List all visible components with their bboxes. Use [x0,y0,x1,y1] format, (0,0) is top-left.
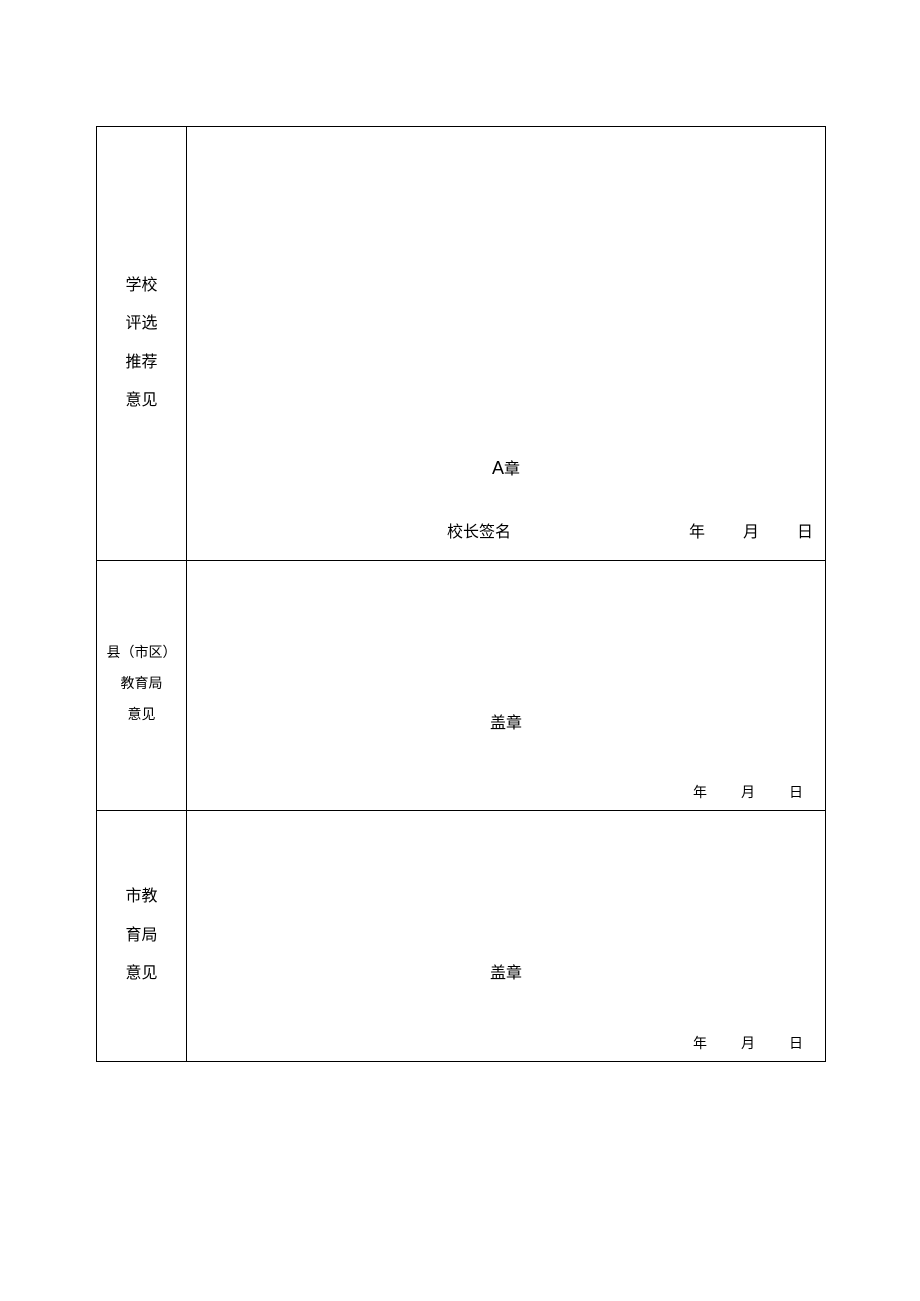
stamp-a-suffix: 章 [504,461,520,478]
stamp-a-letter: A [492,458,504,478]
stamp-city: 盖章 [187,959,825,983]
label-line: 评选 [125,305,157,343]
date-month: 月 [743,518,759,542]
label-line: 县（市区） [107,639,177,670]
date-year: 年 [693,1033,707,1053]
approval-table: 学校 评选 推荐 意见 A章 校长签名 年 月 日 县（市区） 教育局 意见 [96,126,826,1062]
date-group-school: 年 月 日 [689,518,813,542]
label-line: 意见 [125,955,157,993]
row-county: 县（市区） 教育局 意见 盖章 年 月 日 [97,561,825,811]
date-line-city: 年 月 日 [693,1033,803,1053]
stamp-county: 盖章 [187,709,825,733]
label-line: 市教 [125,878,157,916]
row-city: 市教 育局 意见 盖章 年 月 日 [97,811,825,1061]
content-city: 盖章 年 月 日 [187,811,825,1061]
label-line: 意见 [128,701,156,732]
date-day: 日 [789,782,803,802]
content-school: A章 校长签名 年 月 日 [187,127,825,560]
label-line: 推荐 [125,344,157,382]
date-day: 日 [789,1033,803,1053]
date-line-county: 年 月 日 [693,782,803,802]
label-line: 学校 [125,267,157,305]
date-month: 月 [741,782,755,802]
label-county: 县（市区） 教育局 意见 [97,561,187,810]
date-day: 日 [797,518,813,542]
signature-line-school: 校长签名 年 月 日 [187,518,825,542]
date-year: 年 [689,518,705,542]
label-school: 学校 评选 推荐 意见 [97,127,187,560]
row-school: 学校 评选 推荐 意见 A章 校长签名 年 月 日 [97,127,825,561]
principal-signature-label: 校长签名 [447,518,511,542]
label-city: 市教 育局 意见 [97,811,187,1061]
label-line: 育局 [125,917,157,955]
label-line: 意见 [125,382,157,420]
label-line: 教育局 [121,670,163,701]
content-county: 盖章 年 月 日 [187,561,825,810]
date-year: 年 [693,782,707,802]
date-month: 月 [741,1033,755,1053]
stamp-a-label: A章 [187,455,825,479]
